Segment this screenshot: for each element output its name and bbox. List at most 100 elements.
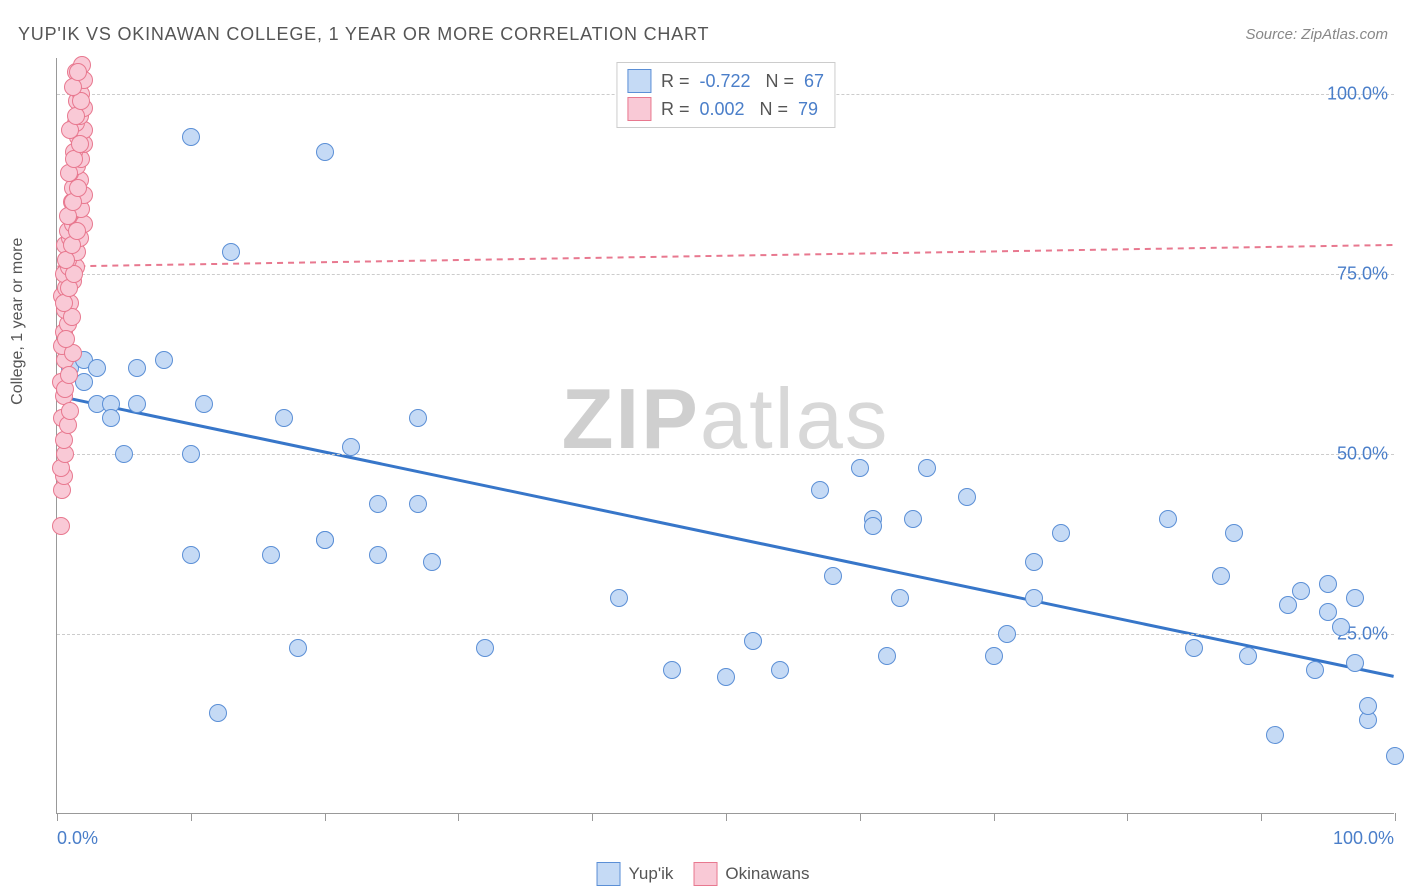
data-point xyxy=(1292,582,1310,600)
legend-label-0: Yup'ik xyxy=(629,864,674,884)
xtick xyxy=(1127,813,1128,821)
data-point xyxy=(476,639,494,657)
data-point xyxy=(128,395,146,413)
legend-stats: R = -0.722 N = 67 R = 0.002 N = 79 xyxy=(616,62,835,128)
data-point xyxy=(771,661,789,679)
chart-title: YUP'IK VS OKINAWAN COLLEGE, 1 YEAR OR MO… xyxy=(18,24,709,45)
data-point xyxy=(811,481,829,499)
data-point xyxy=(69,63,87,81)
data-point xyxy=(342,438,360,456)
legend-swatch-0 xyxy=(627,69,651,93)
data-point xyxy=(1239,647,1257,665)
data-point xyxy=(60,366,78,384)
xtick xyxy=(860,813,861,821)
gridline xyxy=(57,454,1394,455)
data-point xyxy=(610,589,628,607)
xtick xyxy=(57,813,58,821)
ytick-label: 100.0% xyxy=(1327,84,1388,105)
data-point xyxy=(878,647,896,665)
data-point xyxy=(275,409,293,427)
legend-n-label-0: N = xyxy=(761,71,795,92)
chart-container: YUP'IK VS OKINAWAN COLLEGE, 1 YEAR OR MO… xyxy=(0,0,1406,892)
data-point xyxy=(222,243,240,261)
data-point xyxy=(904,510,922,528)
data-point xyxy=(1159,510,1177,528)
data-point xyxy=(1052,524,1070,542)
legend-swatch-okinawans xyxy=(693,862,717,886)
plot-area: ZIPatlas R = -0.722 N = 67 R = 0.002 N =… xyxy=(56,58,1394,814)
data-point xyxy=(409,409,427,427)
trendlines-svg xyxy=(57,58,1394,813)
xtick xyxy=(458,813,459,821)
data-point xyxy=(985,647,1003,665)
data-point xyxy=(958,488,976,506)
data-point xyxy=(1025,589,1043,607)
legend-swatch-1 xyxy=(627,97,651,121)
data-point xyxy=(918,459,936,477)
legend-n-val-0: 67 xyxy=(804,71,824,92)
legend-n-label-1: N = xyxy=(755,99,789,120)
data-point xyxy=(1279,596,1297,614)
legend-r-val-0: -0.722 xyxy=(699,71,750,92)
data-point xyxy=(409,495,427,513)
data-point xyxy=(209,704,227,722)
source-label: Source: ZipAtlas.com xyxy=(1245,26,1388,43)
data-point xyxy=(182,445,200,463)
data-point xyxy=(1025,553,1043,571)
legend-stats-row-1: R = 0.002 N = 79 xyxy=(627,95,824,123)
data-point xyxy=(1386,747,1404,765)
data-point xyxy=(1319,575,1337,593)
data-point xyxy=(864,517,882,535)
data-point xyxy=(1319,603,1337,621)
legend-item-0: Yup'ik xyxy=(597,862,674,886)
legend-stats-row-0: R = -0.722 N = 67 xyxy=(627,67,824,95)
data-point xyxy=(1266,726,1284,744)
legend-n-val-1: 79 xyxy=(798,99,818,120)
data-point xyxy=(423,553,441,571)
data-point xyxy=(182,546,200,564)
legend-r-val-1: 0.002 xyxy=(699,99,744,120)
data-point xyxy=(128,359,146,377)
data-point xyxy=(52,517,70,535)
xtick xyxy=(726,813,727,821)
xtick xyxy=(1395,813,1396,821)
data-point xyxy=(663,661,681,679)
data-point xyxy=(182,128,200,146)
data-point xyxy=(102,409,120,427)
data-point xyxy=(369,546,387,564)
legend-r-label-0: R = xyxy=(661,71,690,92)
xtick-label: 100.0% xyxy=(1333,828,1394,849)
data-point xyxy=(115,445,133,463)
data-point xyxy=(851,459,869,477)
data-point xyxy=(744,632,762,650)
data-point xyxy=(1225,524,1243,542)
xtick xyxy=(592,813,593,821)
ytick-label: 50.0% xyxy=(1337,444,1388,465)
data-point xyxy=(61,402,79,420)
xtick xyxy=(994,813,995,821)
gridline xyxy=(57,274,1394,275)
data-point xyxy=(316,531,334,549)
data-point xyxy=(717,668,735,686)
data-point xyxy=(289,639,307,657)
gridline xyxy=(57,634,1394,635)
y-axis-title: College, 1 year or more xyxy=(9,238,27,405)
ytick-label: 75.0% xyxy=(1337,264,1388,285)
xtick-label: 0.0% xyxy=(57,828,98,849)
data-point xyxy=(1359,697,1377,715)
data-point xyxy=(369,495,387,513)
data-point xyxy=(155,351,173,369)
data-point xyxy=(1346,654,1364,672)
data-point xyxy=(1212,567,1230,585)
legend-label-1: Okinawans xyxy=(725,864,809,884)
data-point xyxy=(1346,589,1364,607)
legend-swatch-yupik xyxy=(597,862,621,886)
data-point xyxy=(1332,618,1350,636)
data-point xyxy=(88,359,106,377)
title-bar: YUP'IK VS OKINAWAN COLLEGE, 1 YEAR OR MO… xyxy=(18,24,1388,45)
data-point xyxy=(316,143,334,161)
xtick xyxy=(191,813,192,821)
legend-series: Yup'ik Okinawans xyxy=(597,862,810,886)
data-point xyxy=(1306,661,1324,679)
data-point xyxy=(195,395,213,413)
